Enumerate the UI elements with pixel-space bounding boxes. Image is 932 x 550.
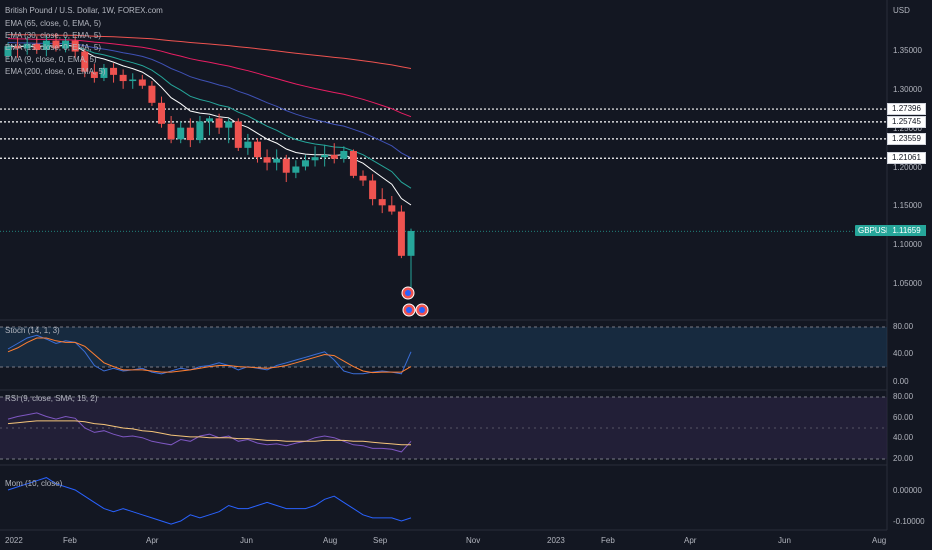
candle-body [119,74,127,82]
candle-body [340,150,348,159]
candle-body [378,199,386,206]
candle-body [23,43,31,49]
candle-body [100,67,108,78]
candle-body [253,141,261,158]
price-tick: 1.20000 [893,163,922,172]
stoch-label[interactable]: Stoch (14, 1, 3) [5,326,60,335]
candle-body [138,79,146,86]
candle-body [388,205,396,212]
stoch-d-line [7,337,412,374]
candle-body [359,175,367,181]
mom-tick: 0.00000 [893,486,922,495]
candle-body [71,40,79,52]
price-tick: 1.10000 [893,240,922,249]
candle-body [4,46,12,57]
price-tick: 1.15000 [893,201,922,210]
candle-body [263,157,271,163]
rsi-tick: 80.00 [893,392,914,401]
stoch-band [0,327,887,367]
symbol-tag: GBPUSD [855,225,895,236]
chart-title: British Pound / U.S. Dollar, 1W, FOREX.c… [5,6,163,15]
candle-body [311,157,319,161]
stoch-tick: 80.00 [893,322,914,331]
time-tick: Feb [63,536,77,545]
candle-body [129,79,137,82]
candle-body [301,160,309,167]
candle-body [349,150,357,176]
rsi-line [7,412,412,453]
time-tick: Apr [684,536,697,545]
time-tick: Jun [778,536,791,545]
time-tick: Nov [466,536,481,545]
candle-body [225,121,233,128]
level-price-tag[interactable]: 1.21061 [887,152,926,164]
stoch-tick: 0.00 [893,377,909,386]
candle-body [177,127,185,140]
time-tick: Sep [373,536,388,545]
currency-label: USD [893,6,910,15]
time-tick: Aug [323,536,338,545]
level-price-tag[interactable]: 1.23559 [887,133,926,145]
price-tick: 1.05000 [893,279,922,288]
ema-legend-15[interactable]: EMA (15, close, 0, EMA, 5) [5,43,102,52]
momentum-line [7,477,412,525]
time-tick: Apr [146,536,159,545]
time-tick: Jun [240,536,253,545]
ema-200-line [7,34,412,69]
candle-body [62,40,70,49]
candle-body [215,118,223,128]
candle-body [407,230,415,256]
price-tick: 1.25000 [893,124,922,133]
price-tick: 1.35000 [893,46,922,55]
candle-body [186,127,194,141]
candle-body [292,166,300,173]
candle-body [282,158,290,173]
candle-body [206,118,213,122]
candle-body [321,154,329,158]
price-tick: 1.30000 [893,85,922,94]
candle-body [369,180,377,200]
time-tick: Aug [872,536,887,545]
ema-legend-9[interactable]: EMA (9, close, 0, EMA, 5) [5,55,97,64]
candle-body [42,40,50,50]
mom-label[interactable]: Mom (10, close) [5,479,63,488]
candle-body [14,46,22,49]
level-price-tag[interactable]: 1.25745 [887,116,926,128]
rsi-tick: 20.00 [893,454,914,463]
candle-body [234,121,242,148]
time-tick: Feb [601,536,615,545]
candle-body [52,40,60,49]
candle-body [167,123,175,140]
candle-body [110,67,118,75]
event-flag-dot [406,307,412,313]
event-flag-dot [405,290,411,296]
stoch-tick: 40.00 [893,349,914,358]
rsi-tick: 60.00 [893,413,914,422]
mom-tick: -0.10000 [893,517,925,526]
candle-body [33,43,41,50]
candle-body [397,211,405,256]
rsi-tick: 40.00 [893,433,914,442]
event-flag-dot [419,307,425,313]
rsi-ma-line [7,420,411,446]
candle-body [273,158,281,163]
candle-body [81,51,89,72]
rsi-label[interactable]: RSI (9, close, SMA, 15, 2) [5,394,98,403]
event-markers[interactable] [401,286,429,317]
candle-body [148,85,156,103]
last-price-tag: 1.11659 [887,225,926,236]
level-price-tag[interactable]: 1.27396 [887,103,926,115]
time-tick: 2023 [547,536,565,545]
candle-body [330,154,338,159]
candle-body [158,102,166,124]
candle-body [244,141,252,148]
ema-legend-30[interactable]: EMA (30, close, 0, EMA, 5) [5,31,102,40]
time-tick: 2022 [5,536,23,545]
candle-body [90,71,98,78]
candle-body [196,121,204,141]
ema-legend-65[interactable]: EMA (65, close, 0, EMA, 5) [5,19,102,28]
ema-legend-200[interactable]: EMA (200, close, 0, EMA, 5) [5,67,106,76]
